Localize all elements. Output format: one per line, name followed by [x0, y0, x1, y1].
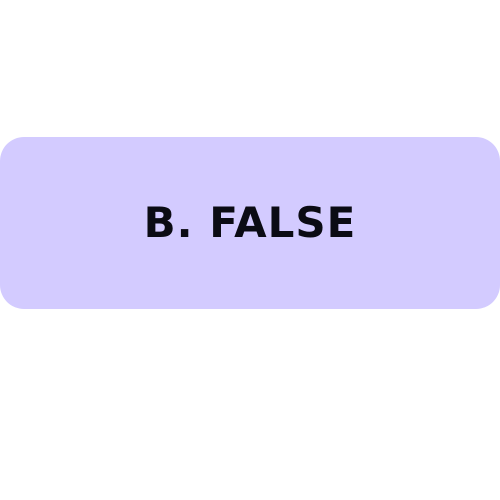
- answer-option-b-button[interactable]: B. FALSE: [0, 137, 500, 309]
- answer-option-label: B. FALSE: [143, 198, 357, 247]
